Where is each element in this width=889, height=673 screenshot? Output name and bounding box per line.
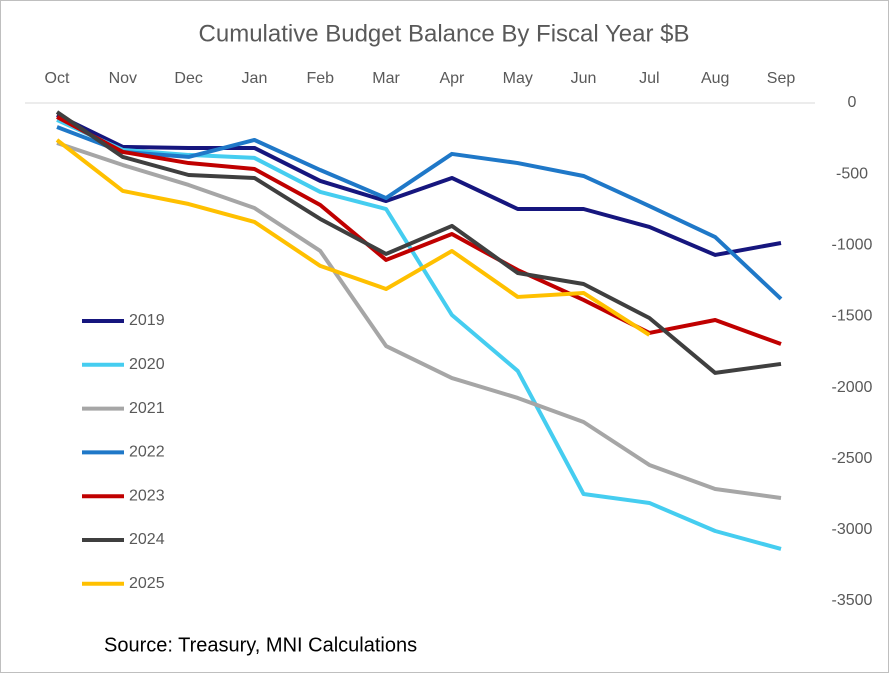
legend-label: 2020: [129, 356, 165, 373]
y-tick-label: -500: [836, 165, 868, 182]
x-tick-label: Sep: [767, 70, 796, 87]
x-tick-label: Jun: [571, 70, 597, 87]
y-tick-label: -2500: [832, 450, 873, 467]
y-tick-label: -1000: [832, 237, 873, 254]
y-tick-label: -1500: [832, 308, 873, 325]
y-tick-label: -2000: [832, 379, 873, 396]
x-tick-label: Aug: [701, 70, 729, 87]
x-tick-label: Mar: [372, 70, 400, 87]
x-tick-label: Oct: [45, 70, 70, 87]
legend-label: 2022: [129, 444, 165, 461]
x-tick-label: Apr: [439, 70, 465, 87]
series-line: [55, 138, 651, 337]
series-line: [56, 141, 782, 500]
series-line: [56, 125, 783, 301]
x-tick-label: Jul: [639, 70, 659, 87]
x-tick-label: Dec: [174, 70, 202, 87]
series-line: [55, 110, 782, 375]
legend-label: 2023: [129, 487, 165, 504]
y-tick-label: -3500: [832, 592, 873, 609]
source-note: Source: Treasury, MNI Calculations: [104, 634, 417, 656]
y-tick-label: -3000: [832, 521, 873, 538]
legend-label: 2025: [129, 575, 165, 592]
x-tick-label: May: [503, 70, 533, 87]
x-tick-label: Jan: [242, 70, 268, 87]
series-line: [56, 113, 782, 257]
chart-title: Cumulative Budget Balance By Fiscal Year…: [199, 20, 690, 47]
legend-label: 2021: [129, 400, 165, 417]
x-tick-label: Feb: [306, 70, 334, 87]
y-tick-label: 0: [848, 94, 857, 111]
series-line: [56, 115, 782, 346]
legend-label: 2019: [129, 312, 165, 329]
x-tick-label: Nov: [109, 70, 137, 87]
legend-label: 2024: [129, 531, 165, 548]
